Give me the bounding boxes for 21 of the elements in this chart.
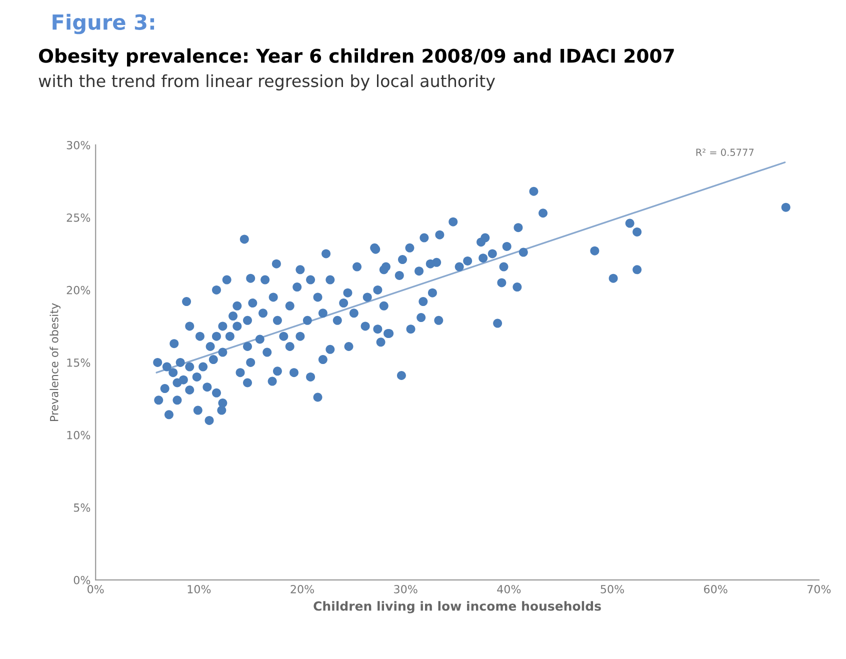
y-tick-label: 15% — [67, 358, 90, 367]
x-tick-label: 50% — [600, 584, 624, 594]
y-axis-title: Prevalence of obesity — [50, 303, 60, 421]
chart-title: Obesity prevalence: Year 6 children 2008/09 and IDACI 2007 — [39, 48, 674, 67]
caption: Figure 3: — [52, 14, 154, 34]
x-tick-label: 10% — [188, 584, 211, 594]
x-tick-label: 0% — [88, 584, 104, 594]
y-tick-label: 10% — [67, 430, 90, 440]
x-tick-label: 60% — [704, 584, 728, 594]
y-tick-label: 30% — [66, 140, 90, 150]
annotation: R² = 0.5777 — [696, 148, 754, 156]
x-axis-title: Children living in low income households — [314, 601, 601, 614]
y-tick-label: 20% — [66, 286, 90, 294]
chart-subtitle: with the trend from linear regression by local authority — [38, 74, 496, 90]
y-tick-label: 0% — [74, 576, 90, 584]
x-tick-label: 70% — [807, 584, 831, 594]
x-tick-label: 20% — [290, 584, 314, 594]
y-tick-label: 25% — [66, 213, 90, 222]
x-tick-label: 30% — [394, 584, 418, 594]
y-tick-label: 5% — [74, 503, 90, 512]
x-tick-label: 40% — [497, 584, 521, 594]
